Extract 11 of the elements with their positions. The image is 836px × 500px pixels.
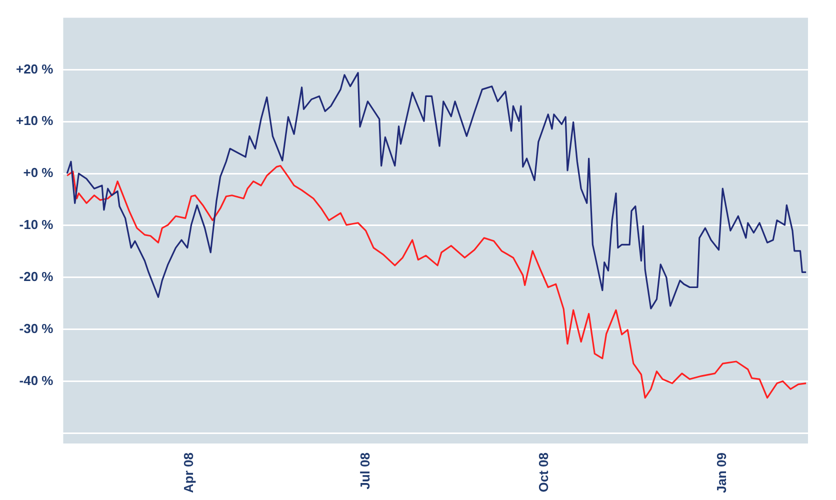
y-tick-label: +0 %	[23, 165, 54, 180]
y-tick-label: +10 %	[16, 113, 54, 128]
y-tick-label: -30 %	[19, 320, 54, 336]
x-tick-label: Jan 09	[714, 452, 730, 494]
y-tick-label: -40 %	[19, 372, 54, 388]
x-tick-label: Oct 08	[536, 452, 551, 492]
x-tick-label: Apr 08	[180, 452, 196, 493]
y-tick-label: -10 %	[19, 217, 54, 232]
y-tick-label: +20 %	[16, 61, 54, 76]
y-tick-label: -20 %	[19, 268, 54, 284]
x-tick-label: Jul 08	[357, 452, 372, 490]
